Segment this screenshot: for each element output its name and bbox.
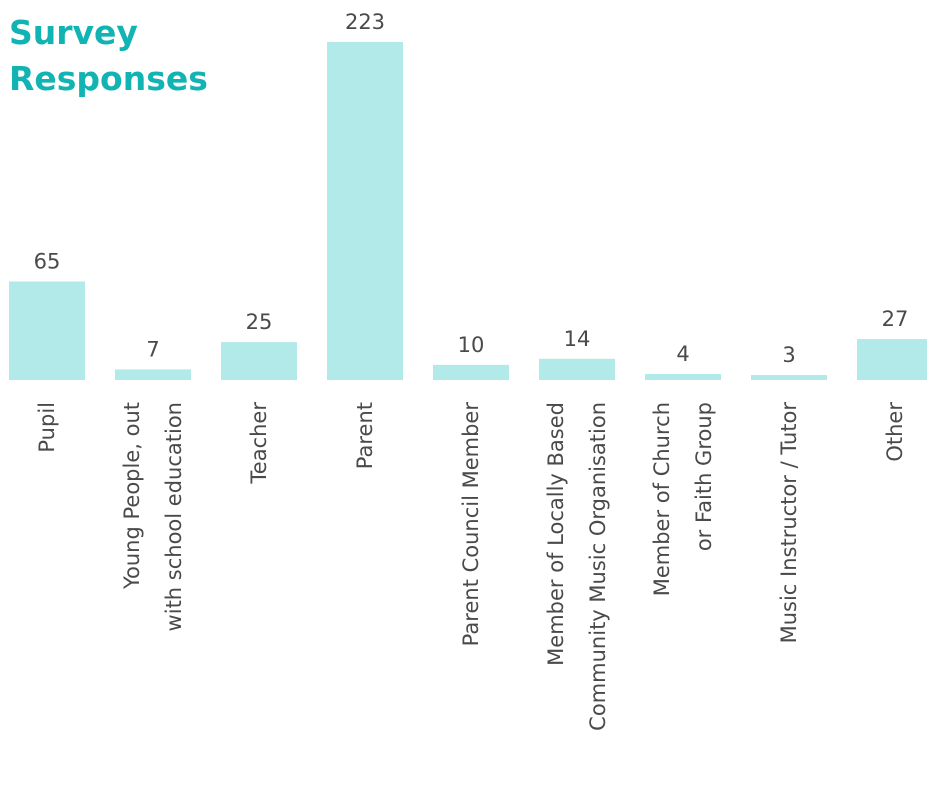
data-label: 7 xyxy=(146,337,159,361)
data-label: 223 xyxy=(345,10,385,34)
bar xyxy=(327,42,403,380)
data-label: 10 xyxy=(458,333,485,357)
category-label: Member of Church or Faith Group xyxy=(650,402,716,596)
category-label: Teacher xyxy=(247,402,271,485)
category-label-line: Community Music Organisation xyxy=(586,402,610,731)
category-label-line: with school education xyxy=(162,402,186,631)
bar xyxy=(539,358,615,380)
bar xyxy=(433,364,509,380)
bar xyxy=(857,339,927,380)
chart-title-line-1: Survey xyxy=(9,13,138,52)
category-label-line: Teacher xyxy=(247,402,271,485)
data-label: 65 xyxy=(34,249,61,273)
data-label: 14 xyxy=(564,327,591,351)
category-label-line: Member of Church xyxy=(650,402,674,596)
bar xyxy=(751,375,827,380)
category-label-line: Pupil xyxy=(35,402,59,453)
chart-title-line-2: Responses xyxy=(9,59,208,98)
category-label: Other xyxy=(883,402,907,462)
bar xyxy=(9,281,85,380)
category-label-line: Member of Locally Based xyxy=(544,402,568,666)
category-label: Parent Council Member xyxy=(459,402,483,647)
bar xyxy=(221,342,297,380)
data-label: 4 xyxy=(676,342,689,366)
data-label: 25 xyxy=(246,310,273,334)
bar xyxy=(115,369,191,380)
category-label-line: Parent Council Member xyxy=(459,402,483,647)
category-label-line: Music Instructor / Tutor xyxy=(777,402,801,644)
category-label-line: Other xyxy=(883,402,907,462)
category-label: Member of Locally Based Community Music O… xyxy=(544,402,610,731)
category-label-line: or Faith Group xyxy=(692,402,716,551)
category-label-line: Parent xyxy=(353,402,377,469)
data-label: 3 xyxy=(782,343,795,367)
category-label: Young People, out with school education xyxy=(120,402,186,631)
category-label: Pupil xyxy=(35,402,59,453)
category-label-line: Young People, out xyxy=(120,402,144,590)
chart-title: Survey Responses xyxy=(9,10,208,102)
category-label: Parent xyxy=(353,402,377,469)
category-label: Music Instructor / Tutor xyxy=(777,402,801,644)
bar xyxy=(645,373,721,380)
data-label: 27 xyxy=(882,307,909,331)
